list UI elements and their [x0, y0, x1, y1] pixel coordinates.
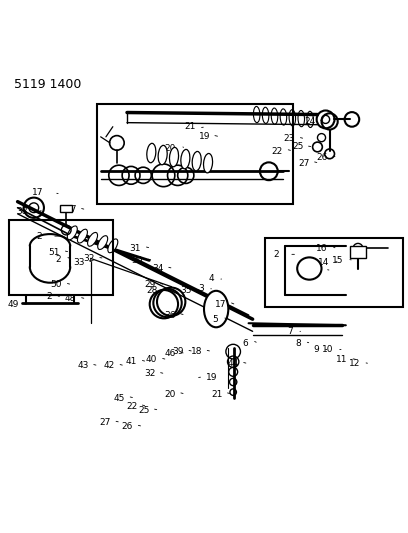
Text: 28: 28 — [146, 286, 157, 295]
Ellipse shape — [88, 232, 98, 246]
Text: 25: 25 — [138, 406, 149, 415]
Text: 42: 42 — [104, 361, 115, 370]
Ellipse shape — [158, 146, 167, 165]
Text: 34: 34 — [152, 264, 164, 273]
Text: 4: 4 — [208, 274, 214, 283]
Bar — [265, 238, 403, 307]
Bar — [97, 104, 293, 204]
Text: 19: 19 — [206, 374, 217, 383]
Ellipse shape — [67, 226, 77, 240]
Text: 2: 2 — [47, 293, 52, 301]
Text: 43: 43 — [77, 361, 89, 370]
Ellipse shape — [271, 108, 278, 124]
Text: 21: 21 — [211, 390, 222, 399]
Ellipse shape — [204, 291, 228, 327]
Text: 44: 44 — [227, 359, 238, 368]
Text: 2: 2 — [273, 250, 279, 259]
Text: 2: 2 — [36, 232, 42, 240]
Text: 29: 29 — [144, 280, 155, 289]
Text: 19: 19 — [199, 132, 210, 141]
Text: 24: 24 — [304, 117, 315, 126]
Text: 32: 32 — [83, 254, 95, 263]
Text: 31: 31 — [130, 244, 141, 253]
Text: 26: 26 — [316, 152, 328, 161]
Text: 16: 16 — [316, 244, 328, 253]
Bar — [350, 246, 366, 259]
Text: 2: 2 — [56, 255, 61, 264]
Ellipse shape — [307, 111, 313, 127]
Text: 33: 33 — [73, 258, 84, 267]
Text: 5119 1400: 5119 1400 — [13, 78, 81, 91]
Text: 26: 26 — [122, 422, 133, 431]
Text: 46: 46 — [164, 349, 175, 358]
Text: 11: 11 — [336, 355, 348, 364]
Ellipse shape — [108, 239, 118, 253]
Text: 13: 13 — [310, 266, 322, 275]
Ellipse shape — [262, 107, 269, 124]
Ellipse shape — [253, 107, 260, 123]
Text: 45: 45 — [113, 394, 125, 403]
Text: 22: 22 — [126, 402, 137, 411]
Text: 14: 14 — [318, 258, 330, 267]
Text: 38: 38 — [16, 207, 28, 216]
Text: 20: 20 — [164, 144, 175, 154]
Ellipse shape — [289, 110, 295, 126]
Bar — [60, 205, 72, 212]
Ellipse shape — [147, 143, 156, 163]
Text: 9: 9 — [314, 345, 319, 354]
Text: 17: 17 — [33, 188, 44, 197]
Text: 15: 15 — [332, 256, 344, 265]
Text: 23: 23 — [284, 134, 295, 143]
Bar — [9, 220, 113, 295]
Ellipse shape — [280, 109, 287, 125]
Text: 27: 27 — [100, 418, 111, 427]
Text: 22: 22 — [272, 147, 283, 156]
Ellipse shape — [298, 110, 304, 127]
Ellipse shape — [98, 236, 108, 249]
Ellipse shape — [169, 148, 179, 167]
Text: 32: 32 — [144, 369, 155, 378]
Text: 49: 49 — [7, 301, 19, 310]
Text: 30: 30 — [132, 256, 143, 265]
Text: 7: 7 — [287, 327, 293, 336]
Ellipse shape — [297, 257, 322, 280]
Text: 3: 3 — [198, 284, 204, 293]
Text: 48: 48 — [65, 294, 76, 303]
Text: 10: 10 — [322, 345, 334, 354]
Ellipse shape — [192, 151, 201, 171]
Text: 37: 37 — [65, 205, 76, 214]
Text: 18: 18 — [191, 347, 202, 356]
Ellipse shape — [78, 229, 87, 243]
Text: 41: 41 — [126, 357, 137, 366]
Text: 20: 20 — [164, 390, 175, 399]
Text: 8: 8 — [295, 339, 301, 348]
Text: 12: 12 — [348, 359, 360, 368]
Ellipse shape — [204, 154, 213, 173]
Text: 27: 27 — [298, 159, 309, 168]
Text: 17: 17 — [215, 301, 226, 310]
Text: 51: 51 — [49, 248, 60, 257]
Text: 35: 35 — [180, 286, 192, 295]
Text: 50: 50 — [51, 280, 62, 289]
Text: 40: 40 — [146, 355, 157, 364]
Text: 5: 5 — [213, 314, 218, 324]
Text: 6: 6 — [243, 339, 248, 348]
Text: 25: 25 — [292, 142, 303, 151]
Ellipse shape — [181, 149, 190, 169]
Text: 21: 21 — [184, 122, 196, 131]
Text: 36: 36 — [164, 311, 175, 320]
Text: 39: 39 — [172, 347, 184, 356]
